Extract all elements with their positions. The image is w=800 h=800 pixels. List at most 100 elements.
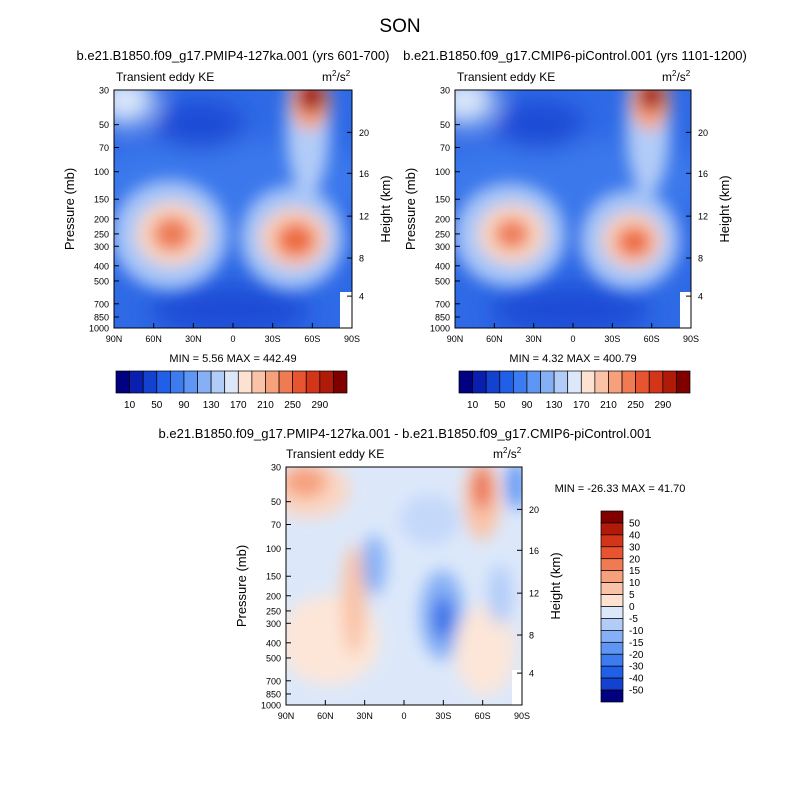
y2-axis-label: Height (km) [717, 175, 732, 242]
colorbar-swatch [292, 370, 307, 394]
colorbar-label: 50 [151, 400, 163, 411]
y-tick-label: 200 [266, 591, 281, 601]
colorbar-label: -10 [629, 626, 644, 637]
colorbar-label: 290 [654, 400, 671, 411]
field-band [155, 100, 245, 150]
y-tick-label: 50 [271, 497, 281, 507]
y-tick-label: 400 [94, 261, 109, 271]
y2-tick-label: 4 [359, 292, 364, 302]
strat-jet-core [297, 90, 325, 113]
neg-anom-sh-strat [506, 467, 522, 510]
y2-axis-label: Height (km) [548, 552, 563, 619]
colorbar-swatch [540, 370, 555, 394]
colorbar-label: 0 [629, 602, 635, 613]
y-tick-label: 30 [271, 463, 281, 473]
y2-tick-label: 4 [698, 292, 703, 302]
y2-axis-label: Height (km) [378, 175, 393, 242]
colorbar-label: 40 [629, 530, 641, 541]
y2-tick-label: 20 [698, 128, 708, 138]
y-tick-label: 300 [435, 242, 450, 252]
colorbar-swatch [648, 370, 664, 394]
figure-title: SON [379, 16, 420, 37]
y-tick-label: 100 [435, 167, 450, 177]
panel-top-left: b.e21.B1850.f09_g17.PMIP4-127ka.001 (yrs… [62, 48, 393, 411]
x-tick-label: 30S [265, 334, 281, 344]
y-tick-label: 70 [271, 520, 281, 530]
colorbar-swatch [472, 370, 487, 394]
y-tick-label: 200 [435, 214, 450, 224]
colorbar-swatch [600, 570, 624, 583]
colorbar-top-right: 10 50 90 130 170 210 250 290 [458, 370, 691, 411]
units-top-left: m2/s2 [322, 69, 351, 84]
pos-anom-band [342, 545, 366, 655]
colorbar-swatch [115, 370, 130, 394]
neg-anom-sh-upper [400, 495, 460, 545]
y2-tick-label: 16 [529, 546, 539, 556]
y-tick-label: 300 [266, 619, 281, 629]
contour-field-top-left [114, 90, 352, 328]
y-axis-label: Pressure (mb) [403, 168, 418, 250]
y-tick-label: 30 [99, 86, 109, 96]
units-top-right: m2/s2 [662, 69, 691, 84]
field-band [455, 90, 495, 125]
left-string-bottom: Transient eddy KE [286, 447, 384, 461]
x-tick-label: 90N [278, 711, 295, 721]
colorbar-swatch [265, 370, 280, 394]
y-tick-label: 500 [435, 276, 450, 286]
y-tick-label: 50 [99, 120, 109, 130]
colorbar-swatch [600, 653, 624, 667]
case-title-top-left: b.e21.B1850.f09_g17.PMIP4-127ka.001 (yrs… [77, 48, 390, 63]
colorbar-swatch [485, 370, 501, 394]
y-tick-label: 100 [266, 544, 281, 554]
y-tick-label: 150 [435, 195, 450, 205]
colorbar-swatch [458, 370, 473, 394]
y-tick-label: 150 [266, 572, 281, 582]
case-title-top-right: b.e21.B1850.f09_g17.CMIP6-piControl.001 … [403, 48, 747, 63]
x-tick-label: 60N [145, 334, 162, 344]
y2-tick-label: 20 [529, 505, 539, 515]
colorbar-label: -40 [629, 674, 644, 685]
contour-field-bottom [286, 467, 522, 705]
colorbar-label: -50 [629, 686, 644, 697]
colorbar-swatch [156, 370, 171, 394]
colorbar-swatch [600, 606, 624, 619]
colorbar-label: 10 [467, 400, 479, 411]
x-tick-label: 30N [356, 711, 373, 721]
colorbar-swatch [170, 370, 185, 394]
x-tick-label: 60N [317, 711, 334, 721]
y-tick-label: 1000 [261, 701, 281, 711]
jet-nh-core [152, 216, 192, 252]
x-tick-label: 0 [230, 334, 235, 344]
y-axis-label: Pressure (mb) [234, 545, 249, 627]
units-bottom: m2/s2 [493, 446, 522, 461]
x-tick-label: 90S [514, 711, 530, 721]
strat-jet-core [638, 90, 664, 111]
colorbar-swatch [526, 370, 541, 394]
y-tick-label: 850 [94, 312, 109, 322]
colorbar-swatch [224, 370, 239, 394]
colorbar-label: 210 [257, 400, 274, 411]
colorbar-swatch [319, 370, 334, 394]
colorbar-swatch [594, 370, 609, 394]
colorbar-swatch [600, 558, 624, 572]
minmax-top-left: MIN = 5.56 MAX = 442.49 [169, 353, 296, 365]
y2-tick-label: 8 [529, 631, 534, 641]
colorbar-swatch [600, 641, 624, 655]
y-tick-label: 200 [94, 214, 109, 224]
y-tick-label: 500 [94, 276, 109, 286]
y-tick-label: 700 [94, 299, 109, 309]
colorbar-swatch [600, 618, 624, 631]
y2-tick-label: 20 [359, 128, 369, 138]
panel-bottom: b.e21.B1850.f09_g17.PMIP4-127ka.001 - b.… [159, 426, 686, 721]
colorbar-label: 10 [124, 400, 136, 411]
colorbar-label: 5 [629, 590, 635, 601]
colorbar-swatch [567, 370, 582, 394]
minmax-top-right: MIN = 4.32 MAX = 400.79 [509, 353, 636, 365]
colorbar-swatch [600, 689, 624, 703]
axes-bottom: 305070100150200250300400500700850100090N… [234, 463, 563, 722]
neg-anom-sh-mid [488, 565, 512, 625]
colorbar-label: 210 [600, 400, 617, 411]
x-tick-label: 30S [435, 711, 451, 721]
y-tick-label: 700 [266, 676, 281, 686]
jet-sh-core [276, 222, 316, 258]
